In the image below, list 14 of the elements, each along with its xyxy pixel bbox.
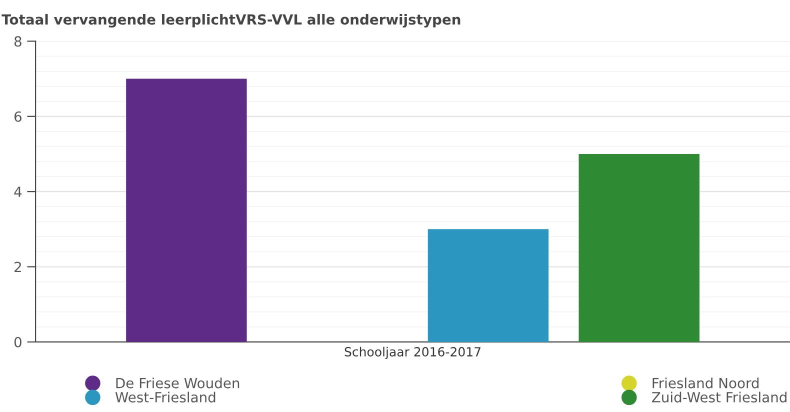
x-tick-label: Schooljaar 2016-2017 — [344, 346, 480, 359]
bar — [126, 78, 247, 342]
bar — [428, 229, 549, 342]
legend-label: De Friese Wouden — [116, 378, 240, 388]
y-tick-label: 2 — [14, 262, 21, 272]
y-tick-label: 8 — [14, 36, 22, 47]
y-tick-label: 0 — [14, 336, 22, 348]
y-tick-label: 6 — [14, 111, 22, 122]
chart-title: Totaal vervangende leerplichtVRS-VVL alle onderwijstypen — [2, 14, 460, 28]
legend-label: Friesland Noord — [652, 378, 759, 388]
legend-label: West-Friesland — [115, 392, 216, 402]
legend-label: Zuid-West Friesland — [652, 392, 786, 402]
bar — [578, 154, 700, 342]
y-tick-label: 4 — [14, 186, 22, 197]
